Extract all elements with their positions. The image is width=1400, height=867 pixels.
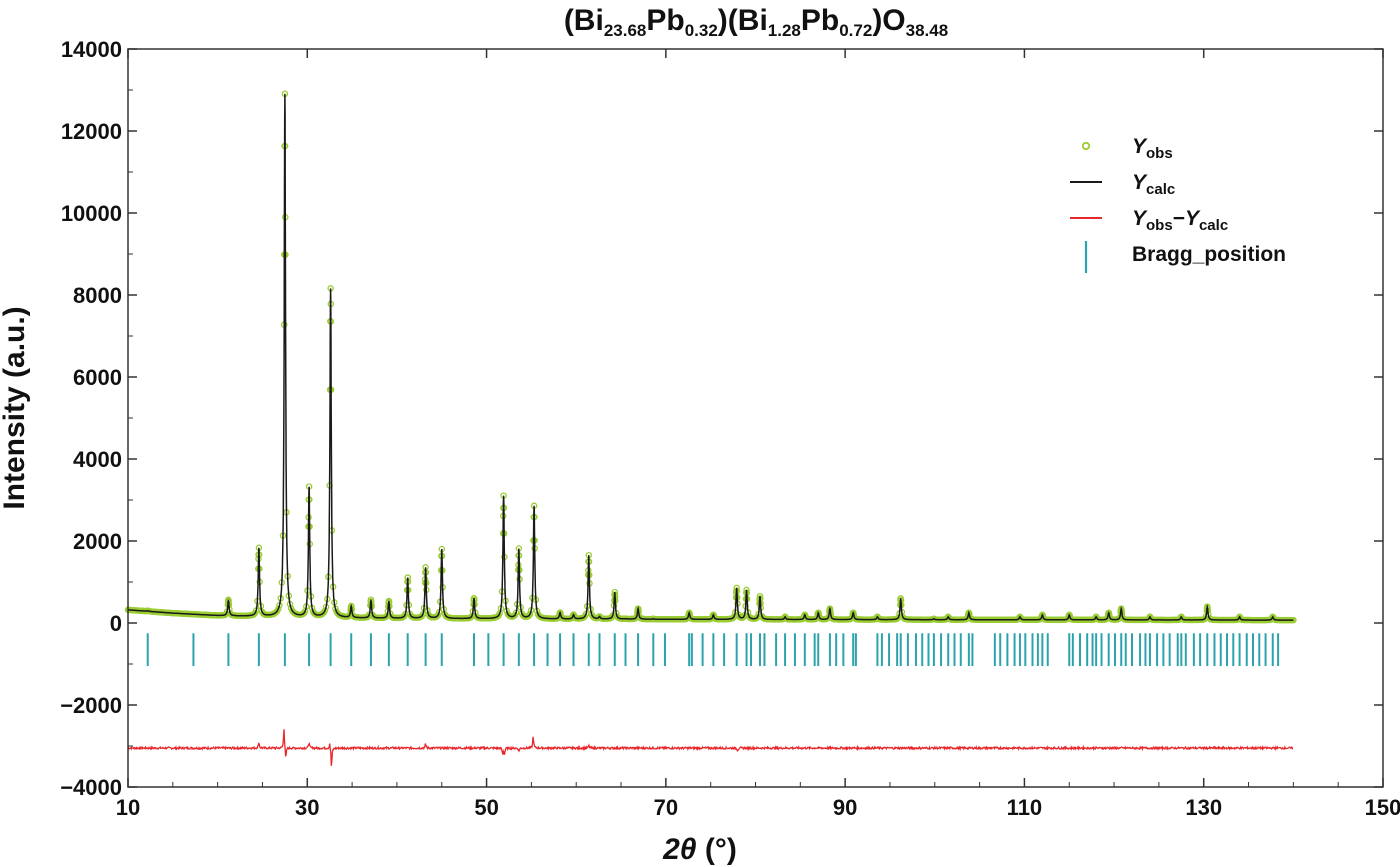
- bragg-series: [146, 633, 1280, 667]
- yobs-point: [1178, 614, 1186, 622]
- y-tick-label: −4000: [60, 775, 122, 800]
- legend-label: Ycalc: [1132, 171, 1175, 198]
- yobs-point: [710, 612, 718, 620]
- legend-item-ydiff: Yobs−Ycalc: [1070, 207, 1228, 234]
- x-tick-label: 90: [833, 795, 857, 820]
- x-tick-label: 30: [295, 795, 319, 820]
- yobs-point: [526, 610, 534, 618]
- circle-marker-icon: [1081, 141, 1091, 151]
- plot-area: [124, 90, 1297, 766]
- ycalc-line: [127, 93, 1294, 621]
- legend-label: Yobs: [1132, 135, 1173, 162]
- yobs-point: [802, 612, 809, 620]
- text-run: Y: [1132, 135, 1148, 158]
- subscript: 0.72: [839, 21, 872, 40]
- yobs-point: [1147, 614, 1154, 622]
- legend-item-bragg: Bragg_position: [1084, 241, 1286, 273]
- yobs-point: [434, 611, 442, 619]
- ydiff-line: [127, 729, 1294, 766]
- y-tick-label: 8000: [73, 283, 122, 308]
- yobs-point: [1017, 614, 1024, 621]
- subscript: 23.68: [604, 21, 647, 40]
- subscript: 0.32: [685, 21, 718, 40]
- chart-title: (Bi23.68Pb0.32)(Bi1.28Pb0.72)O38.48: [564, 4, 948, 40]
- yobs-point: [321, 607, 329, 614]
- yobs-point: [782, 614, 789, 621]
- legend-label: Bragg_position: [1132, 243, 1286, 266]
- y-tick-label: 10000: [61, 201, 122, 226]
- text-run: )(Bi: [718, 4, 768, 37]
- yobs-point: [1039, 613, 1047, 620]
- x-tick-label: 70: [654, 795, 678, 820]
- x-tick-label: 110: [1007, 795, 1043, 820]
- y-tick-label: 12000: [61, 119, 122, 144]
- yobs-point: [874, 614, 882, 621]
- y-tick-label: 14000: [61, 37, 122, 62]
- yobs-point: [729, 614, 737, 622]
- text-run: Y: [1132, 207, 1148, 230]
- yobs-point: [1093, 614, 1100, 621]
- text-run: (Bi: [564, 4, 604, 37]
- subscript: 38.48: [906, 21, 949, 40]
- yobs-point: [570, 612, 578, 620]
- y-tick-label: 2000: [73, 529, 122, 554]
- x-tick-label: 50: [474, 795, 498, 820]
- subscript: calc: [1199, 217, 1228, 234]
- yobs-point: [945, 614, 953, 621]
- axes: 10 30 50 70 90 110 130 150 14000 12000 10000 8000 60…: [60, 37, 1400, 820]
- yobs-point: [1236, 614, 1244, 622]
- x-axis-label: 2θ (°): [662, 833, 737, 866]
- legend-label: Yobs−Ycalc: [1132, 207, 1228, 234]
- text-run: Pb: [646, 4, 684, 37]
- subscript: obs: [1146, 145, 1173, 162]
- x-axis-unit: (°): [697, 833, 737, 866]
- subscript: calc: [1146, 181, 1175, 198]
- text-run: Bragg_position: [1132, 243, 1286, 266]
- yobs-point: [275, 605, 282, 613]
- subscript: 1.28: [768, 21, 801, 40]
- subscript: obs: [1146, 217, 1173, 234]
- yobs-point: [1066, 613, 1074, 620]
- y-tick-label: 4000: [73, 447, 122, 472]
- text-run: Y: [1132, 171, 1148, 194]
- x-axis-symbol: 2θ: [662, 833, 697, 866]
- yobs-point: [1270, 614, 1277, 622]
- text-run: Pb: [801, 4, 839, 37]
- yobs-point: [596, 613, 604, 621]
- text-run: −: [1173, 207, 1185, 230]
- x-tick-label: 130: [1185, 795, 1222, 820]
- legend-item-ycalc: Ycalc: [1070, 171, 1175, 198]
- x-tick-label: 150: [1365, 795, 1400, 820]
- y-tick-label: −2000: [60, 693, 122, 718]
- legend-item-yobs: Yobs: [1081, 135, 1173, 162]
- y-tick-label: 6000: [73, 365, 122, 390]
- text-run: Y: [1185, 207, 1201, 230]
- y-axis-label: Intensity (a.u.): [0, 306, 31, 509]
- y-tick-label: 0: [110, 611, 122, 636]
- x-tick-label: 10: [116, 795, 140, 820]
- text-run: )O: [872, 4, 905, 37]
